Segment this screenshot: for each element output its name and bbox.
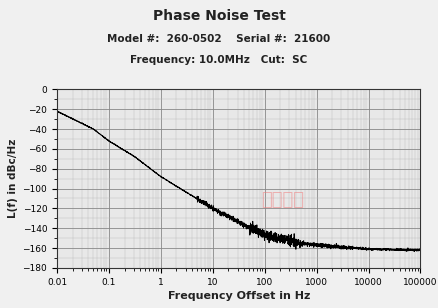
Y-axis label: L(f) in dBc/Hz: L(f) in dBc/Hz	[8, 139, 18, 218]
Text: Frequency: 10.0MHz   Cut:  SC: Frequency: 10.0MHz Cut: SC	[131, 55, 307, 65]
X-axis label: Frequency Offset in Hz: Frequency Offset in Hz	[167, 291, 310, 301]
Text: Model #:  260-0502    Serial #:  21600: Model #: 260-0502 Serial #: 21600	[107, 34, 331, 44]
Text: 谷鑫电子: 谷鑫电子	[261, 191, 304, 209]
Text: Phase Noise Test: Phase Noise Test	[152, 9, 286, 23]
